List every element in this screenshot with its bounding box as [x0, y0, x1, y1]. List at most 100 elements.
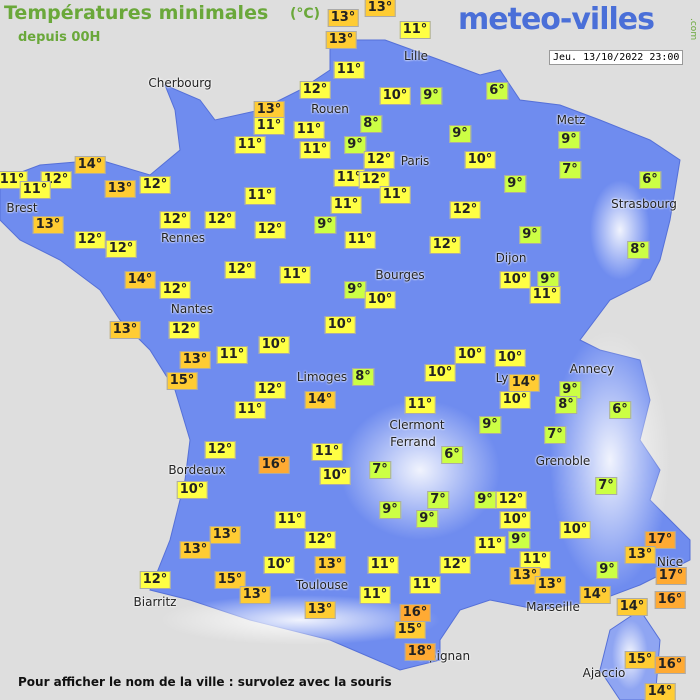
temperature-label[interactable]: 13°: [239, 586, 271, 604]
temperature-label[interactable]: 11°: [234, 401, 266, 419]
temperature-label[interactable]: 15°: [166, 372, 198, 390]
temperature-label[interactable]: 11°: [330, 196, 362, 214]
temperature-label[interactable]: 9°: [559, 381, 581, 399]
temperature-label[interactable]: 9°: [504, 175, 526, 193]
logo[interactable]: meteo-villes: [458, 2, 655, 37]
temperature-label[interactable]: 13°: [209, 526, 241, 544]
temperature-label[interactable]: 13°: [304, 601, 336, 619]
temperature-label[interactable]: 7°: [427, 491, 449, 509]
temperature-label[interactable]: 13°: [327, 9, 359, 27]
temperature-label[interactable]: 13°: [325, 31, 357, 49]
temperature-label[interactable]: 9°: [449, 125, 471, 143]
temperature-label[interactable]: 9°: [508, 531, 530, 549]
temperature-label[interactable]: 6°: [486, 82, 508, 100]
temperature-label[interactable]: 16°: [399, 604, 431, 622]
temperature-label[interactable]: 11°: [409, 576, 441, 594]
temperature-label[interactable]: 8°: [627, 241, 649, 259]
temperature-label[interactable]: 9°: [420, 87, 442, 105]
temperature-label[interactable]: 12°: [139, 176, 171, 194]
temperature-label[interactable]: 12°: [429, 236, 461, 254]
temperature-label[interactable]: 10°: [499, 511, 531, 529]
temperature-label[interactable]: 12°: [358, 171, 390, 189]
temperature-label[interactable]: 9°: [596, 561, 618, 579]
temperature-label[interactable]: 12°: [254, 221, 286, 239]
temperature-label[interactable]: 8°: [555, 396, 577, 414]
temperature-label[interactable]: 11°: [0, 171, 28, 189]
temperature-label[interactable]: 15°: [214, 571, 246, 589]
temperature-label[interactable]: 10°: [324, 316, 356, 334]
temperature-label[interactable]: 13°: [179, 541, 211, 559]
temperature-label[interactable]: 10°: [499, 271, 531, 289]
temperature-label[interactable]: 8°: [352, 368, 374, 386]
temperature-label[interactable]: 13°: [179, 351, 211, 369]
temperature-label[interactable]: 10°: [559, 521, 591, 539]
temperature-label[interactable]: 14°: [579, 586, 611, 604]
temperature-label[interactable]: 11°: [333, 169, 365, 187]
temperature-label[interactable]: 10°: [319, 467, 351, 485]
temperature-label[interactable]: 9°: [416, 510, 438, 528]
temperature-label[interactable]: 11°: [244, 187, 276, 205]
temperature-label[interactable]: 16°: [654, 591, 686, 609]
temperature-label[interactable]: 12°: [74, 231, 106, 249]
temperature-label[interactable]: 12°: [495, 491, 527, 509]
temperature-label[interactable]: 17°: [644, 531, 676, 549]
temperature-label[interactable]: 9°: [344, 136, 366, 154]
temperature-label[interactable]: 6°: [639, 171, 661, 189]
temperature-label[interactable]: 14°: [304, 391, 336, 409]
temperature-label[interactable]: 12°: [204, 211, 236, 229]
temperature-label[interactable]: 12°: [304, 531, 336, 549]
temperature-label[interactable]: 10°: [263, 556, 295, 574]
temperature-label[interactable]: 11°: [253, 117, 285, 135]
temperature-label[interactable]: 14°: [74, 156, 106, 174]
temperature-label[interactable]: 12°: [224, 261, 256, 279]
temperature-label[interactable]: 13°: [109, 321, 141, 339]
temperature-label[interactable]: 13°: [32, 216, 64, 234]
temperature-label[interactable]: 11°: [333, 61, 365, 79]
temperature-label[interactable]: 6°: [609, 401, 631, 419]
temperature-label[interactable]: 14°: [124, 271, 156, 289]
temperature-label[interactable]: 10°: [464, 151, 496, 169]
temperature-label[interactable]: 7°: [544, 426, 566, 444]
temperature-label[interactable]: 12°: [439, 556, 471, 574]
temperature-label[interactable]: 11°: [344, 231, 376, 249]
temperature-label[interactable]: 11°: [379, 186, 411, 204]
temperature-label[interactable]: 13°: [534, 576, 566, 594]
temperature-label[interactable]: 10°: [258, 336, 290, 354]
temperature-label[interactable]: 13°: [104, 180, 136, 198]
temperature-label[interactable]: 12°: [168, 321, 200, 339]
temperature-label[interactable]: 13°: [364, 0, 396, 17]
temperature-label[interactable]: 9°: [474, 491, 496, 509]
temperature-label[interactable]: 15°: [394, 621, 426, 639]
temperature-label[interactable]: 11°: [399, 21, 431, 39]
temperature-label[interactable]: 12°: [159, 211, 191, 229]
temperature-label[interactable]: 10°: [379, 87, 411, 105]
temperature-label[interactable]: 10°: [364, 291, 396, 309]
temperature-label[interactable]: 9°: [479, 416, 501, 434]
temperature-label[interactable]: 10°: [176, 481, 208, 499]
temperature-label[interactable]: 11°: [293, 121, 325, 139]
temperature-label[interactable]: 16°: [654, 656, 686, 674]
temperature-label[interactable]: 10°: [424, 364, 456, 382]
temperature-label[interactable]: 10°: [494, 349, 526, 367]
temperature-label[interactable]: 11°: [274, 511, 306, 529]
temperature-label[interactable]: 12°: [254, 381, 286, 399]
temperature-label[interactable]: 13°: [253, 101, 285, 119]
temperature-label[interactable]: 11°: [19, 181, 51, 199]
temperature-label[interactable]: 6°: [441, 446, 463, 464]
temperature-label[interactable]: 12°: [299, 81, 331, 99]
temperature-label[interactable]: 16°: [258, 456, 290, 474]
temperature-label[interactable]: 14°: [616, 598, 648, 616]
temperature-label[interactable]: 11°: [367, 556, 399, 574]
temperature-label[interactable]: 10°: [454, 346, 486, 364]
temperature-label[interactable]: 11°: [474, 536, 506, 554]
temperature-label[interactable]: 11°: [216, 346, 248, 364]
temperature-label[interactable]: 9°: [314, 216, 336, 234]
temperature-label[interactable]: 9°: [537, 271, 559, 289]
temperature-label[interactable]: 12°: [139, 571, 171, 589]
temperature-label[interactable]: 11°: [279, 266, 311, 284]
temperature-label[interactable]: 17°: [655, 567, 687, 585]
temperature-label[interactable]: 15°: [624, 651, 656, 669]
temperature-label[interactable]: 7°: [595, 477, 617, 495]
temperature-label[interactable]: 10°: [499, 391, 531, 409]
temperature-label[interactable]: 14°: [508, 374, 540, 392]
